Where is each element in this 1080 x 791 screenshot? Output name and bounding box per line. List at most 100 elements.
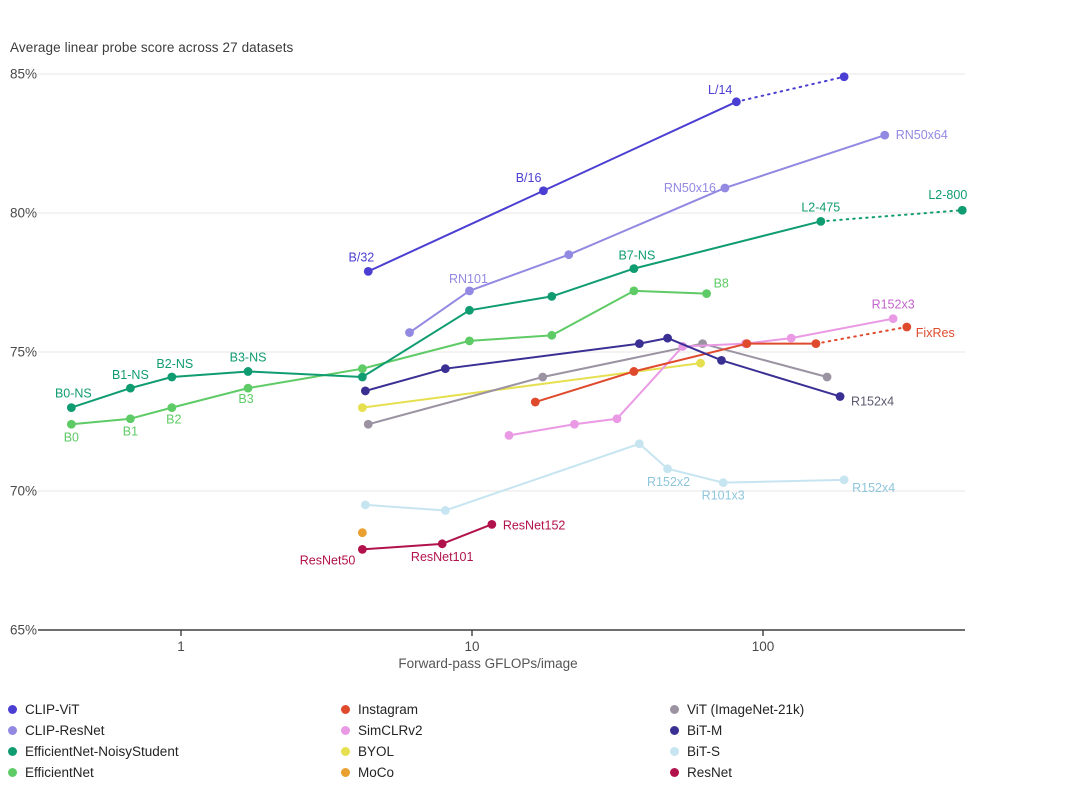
data-point-BiT-M (440, 364, 450, 374)
legend-label: SimCLRv2 (358, 722, 423, 738)
legend-item-simclrv2: SimCLRv2 (341, 722, 423, 738)
point-label-B/32: B/32 (349, 250, 375, 264)
data-point-EfficientNet-NoisyStudent (465, 305, 474, 315)
data-point-BiT-S (360, 500, 370, 510)
series-segment-SimCLRv2 (573, 417, 619, 426)
point-label-B0: B0 (64, 430, 79, 444)
legend-dot-icon (670, 746, 679, 756)
point-label-R152x3: R152x3 (872, 298, 915, 312)
legend-dot-icon (670, 767, 679, 777)
point-label-B3: B3 (238, 392, 253, 406)
legend-item-vit-imagenet-21k-: ViT (ImageNet-21k) (670, 701, 805, 717)
legend-item-instagram: Instagram (341, 701, 423, 717)
data-point-CLIP-ResNet (405, 328, 414, 337)
series-segment-EfficientNet (468, 334, 553, 342)
series-segment-BiT-S (638, 442, 669, 470)
point-label-L2-475: L2-475 (801, 200, 840, 214)
legend-column-1: CLIP-ViT CLIP-ResNet EfficientNet-NoisyStu… (8, 702, 179, 786)
series-segment-ViT (ImageNet-21k) (541, 342, 704, 379)
legend-label: BiT-M (687, 722, 723, 738)
data-point-EfficientNet-NoisyStudent (816, 216, 826, 226)
data-point-BiT-M (360, 386, 370, 396)
legend-label: CLIP-ViT (25, 701, 80, 717)
legend-label: ResNet (687, 764, 733, 780)
series-segment-CLIP-ResNet (723, 134, 886, 189)
data-point-Instagram (811, 339, 821, 349)
series-segment-EfficientNet-NoisyStudent (70, 387, 132, 409)
data-point-CLIP-ViT (839, 72, 849, 82)
series-segment-Instagram (632, 342, 748, 373)
data-point-EfficientNet (66, 419, 76, 429)
series-segment-ViT (ImageNet-21k) (367, 376, 544, 426)
point-label-RN50x16: RN50x16 (664, 181, 716, 195)
series-segment-EfficientNet-NoisyStudent (170, 370, 250, 379)
y-tick-label: 75% (10, 345, 37, 360)
series-segment-BiT-M (638, 337, 669, 345)
series-segment-ResNet (441, 523, 493, 545)
legend-item-byol: BYOL (341, 744, 423, 759)
series-segment-BiT-S (722, 478, 846, 484)
data-point-BiT-M (717, 355, 726, 365)
data-point-ViT (ImageNet-21k) (363, 419, 373, 429)
series-segment-SimCLRv2 (616, 345, 684, 420)
data-point-ResNet (487, 519, 497, 529)
series-segment-BiT-S (444, 442, 641, 512)
data-point-EfficientNet-NoisyStudent (243, 367, 253, 376)
series-segment-EfficientNet (129, 406, 173, 420)
data-point-CLIP-ViT (539, 186, 548, 196)
x-tick-label: 10 (464, 639, 479, 654)
data-point-SimCLRv2 (504, 431, 514, 440)
data-point-EfficientNet (702, 289, 711, 299)
data-point-BiT-S (440, 506, 450, 515)
series-segment-EfficientNet-NoisyStudent (129, 376, 173, 390)
data-point-EfficientNet-NoisyStudent (629, 264, 639, 273)
legend-item-efficientnet-noisystudent: EfficientNet-NoisyStudent (8, 744, 179, 759)
series-segment-SimCLRv2 (507, 423, 576, 437)
data-point-EfficientNet-NoisyStudent (167, 372, 177, 382)
data-point-EfficientNet-NoisyStudent (357, 372, 367, 382)
data-point-ResNet (437, 539, 447, 549)
data-point-EfficientNet-NoisyStudent (957, 205, 967, 215)
data-point-EfficientNet-NoisyStudent (547, 292, 557, 301)
series-segment-CLIP-ResNet (408, 289, 471, 334)
point-label-B8: B8 (714, 277, 729, 291)
data-point-CLIP-ResNet (880, 130, 890, 140)
series-segment-EfficientNet-NoisyStudent (361, 309, 471, 379)
data-point-CLIP-ViT (731, 97, 741, 107)
series-segment-Instagram (814, 325, 908, 345)
legend-label: Instagram (358, 701, 419, 717)
data-point-EfficientNet (547, 330, 557, 340)
data-point-BiT-S (663, 464, 672, 474)
point-label-R101x3: R101x3 (702, 489, 745, 503)
series-segment-CLIP-ViT (735, 75, 846, 103)
data-point-EfficientNet-NoisyStudent (66, 403, 76, 412)
legend-label: CLIP-ResNet (25, 722, 105, 738)
point-label-B/16: B/16 (516, 171, 542, 185)
legend-label: ViT (ImageNet-21k) (687, 701, 805, 717)
x-tick-label: 1 (177, 639, 185, 654)
data-point-ViT (ImageNet-21k) (698, 339, 707, 349)
legend-label: BiT-S (687, 743, 721, 759)
series-segment-BiT-S (666, 467, 725, 484)
data-point-BiT-M (663, 333, 672, 343)
legend-dot-icon (8, 704, 17, 714)
series-segment-EfficientNet-NoisyStudent (632, 220, 822, 270)
y-tick-label: 65% (10, 623, 37, 638)
data-point-Instagram (629, 367, 639, 376)
point-label-RN50x64: RN50x64 (896, 128, 948, 142)
data-point-ViT (ImageNet-21k) (822, 372, 832, 382)
data-point-BiT-S (718, 478, 728, 488)
data-point-EfficientNet (167, 403, 177, 412)
point-label-B0-NS: B0-NS (55, 387, 92, 401)
legend-dot-icon (341, 767, 350, 777)
legend-item-bit-m: BiT-M (670, 722, 804, 738)
y-tick-label: 85% (10, 67, 37, 82)
data-point-EfficientNet-NoisyStudent (125, 383, 135, 393)
legend-item-moco: MoCo (341, 764, 423, 780)
series-segment-BiT-M (666, 337, 723, 362)
data-point-CLIP-ResNet (465, 286, 474, 296)
legend-item-bit-s: BiT-S (670, 743, 804, 759)
legend-label: MoCo (358, 764, 395, 780)
data-point-ResNet (357, 544, 367, 554)
data-point-ViT (ImageNet-21k) (538, 372, 548, 382)
